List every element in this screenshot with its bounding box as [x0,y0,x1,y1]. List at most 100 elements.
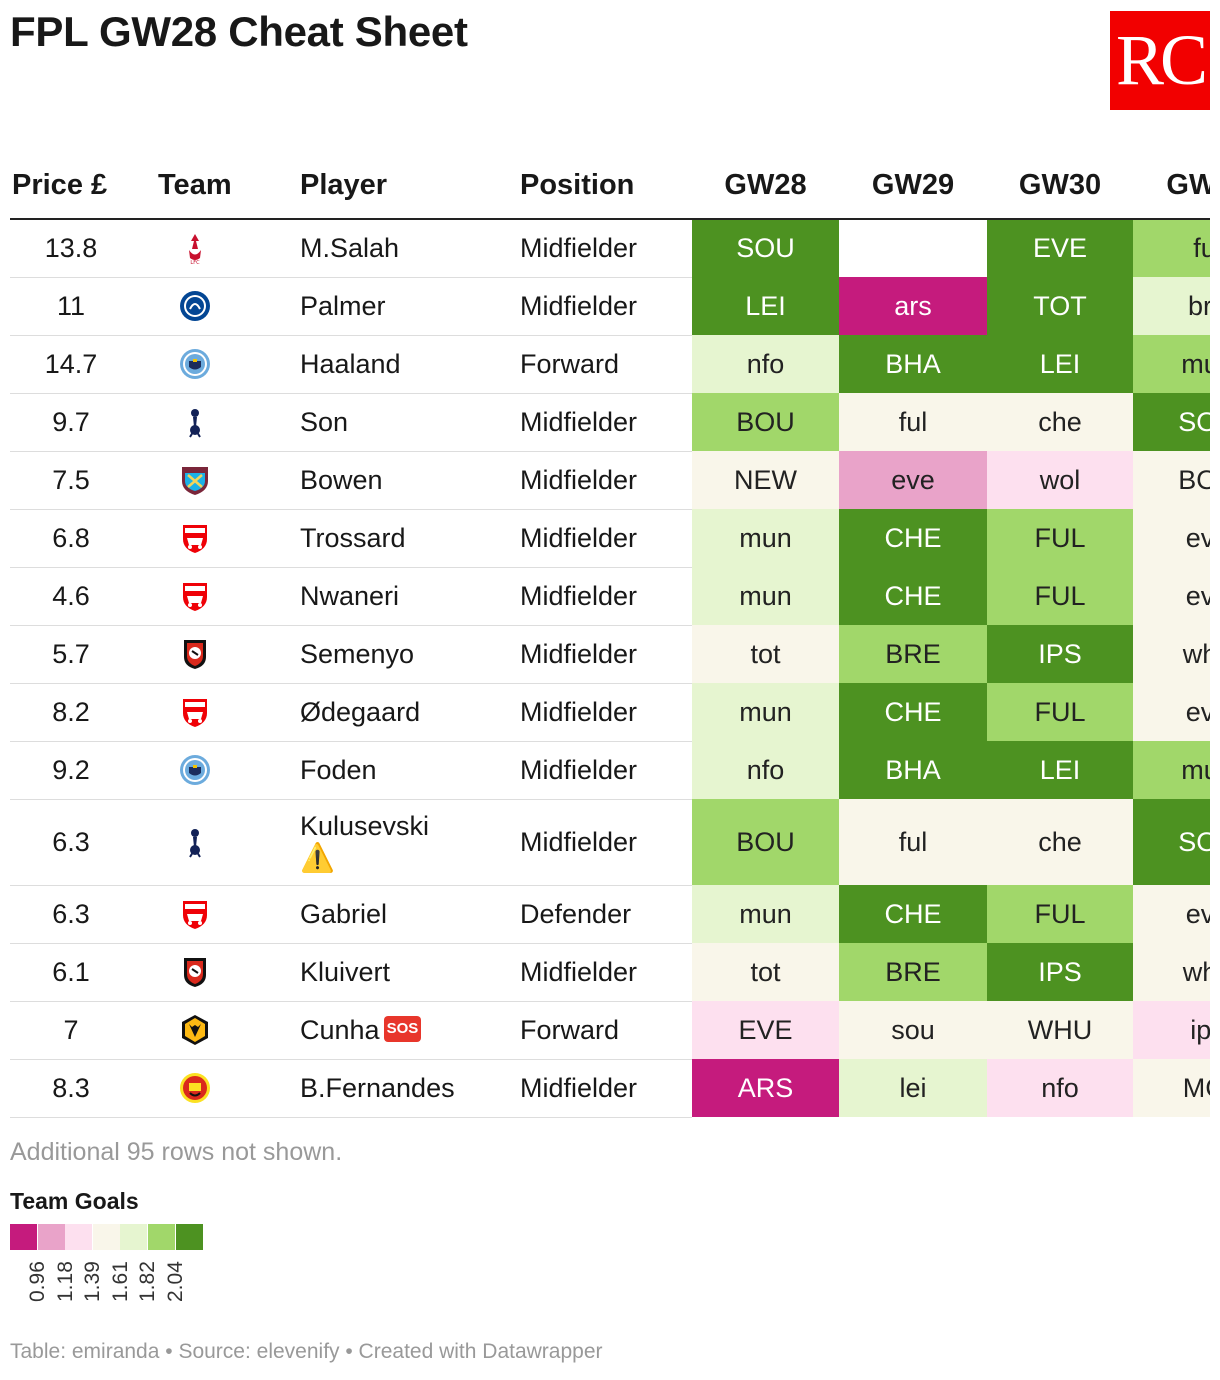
col-header-gw31[interactable]: GW31 [1133,152,1210,220]
player-name: Gabriel [300,898,388,929]
fixture-cell-gw31: eve [1133,509,1210,567]
position-cell: Midfielder [518,219,692,278]
position-cell: Midfielder [518,625,692,684]
position-cell: Midfielder [518,509,692,568]
cheat-sheet-table-wrapper: Price £ Team Player Position GW28 GW29 G… [10,152,1210,1118]
fixture-cell-gw31: eve [1133,885,1210,943]
bournemouth-crest-icon [178,955,212,989]
legend-tick-label: 1.61 [108,1261,132,1302]
fixture-cell-gw31: whu [1133,625,1210,683]
player-cell[interactable]: Nwaneri [298,567,518,626]
price-cell: 8.3 [10,1059,156,1118]
player-cell[interactable]: B.Fernandes [298,1059,518,1118]
fixture-cell-gw28: mun [692,509,839,567]
player-cell[interactable]: Trossard [298,509,518,568]
player-cell[interactable]: Gabriel [298,885,518,944]
player-cell[interactable]: Bowen [298,451,518,510]
position-cell: Midfielder [518,451,692,510]
col-header-player[interactable]: Player [298,152,518,220]
mancity-crest-icon [178,753,212,787]
col-header-gw28[interactable]: GW28 [692,152,839,220]
col-header-position[interactable]: Position [518,152,692,220]
player-cell[interactable]: Kluivert [298,943,518,1002]
position-cell: Forward [518,1001,692,1060]
legend-swatch [92,1224,120,1250]
team-cell [156,683,298,742]
fixture-cell-gw30: IPS [987,943,1133,1001]
position-cell: Midfielder [518,799,692,886]
price-cell: 5.7 [10,625,156,684]
player-name: Trossard [300,522,406,553]
team-cell [156,741,298,800]
player-cell[interactable]: Palmer [298,277,518,336]
mancity-crest-icon [178,347,212,381]
tottenham-crest-icon [178,405,212,439]
fixture-cell-gw28: EVE [692,1001,839,1059]
fixture-cell-gw29: CHE [839,567,987,625]
player-cell[interactable]: Semenyo [298,625,518,684]
player-name: M.Salah [300,232,400,263]
fixture-cell-gw28: nfo [692,335,839,393]
price-cell: 9.2 [10,741,156,800]
player-cell[interactable]: Kulusevski ⚠️ [298,799,518,886]
fixture-cell-gw29: ars [839,277,987,335]
legend-swatch [37,1224,65,1250]
rows-not-shown-note: Additional 95 rows not shown. [10,1138,343,1166]
fixture-cell-gw31: BOU [1133,451,1210,509]
fixture-cell-gw30: che [987,799,1133,885]
fixture-cell-gw30: LEI [987,335,1133,393]
liverpool-crest-icon: LFC [178,231,212,266]
team-cell [156,393,298,452]
team-cell [156,625,298,684]
bournemouth-crest-icon [178,637,212,671]
table-row: 9.2 Foden MidfieldernfoBHALEImun [10,741,1210,800]
fixture-cell-gw30: nfo [987,1059,1133,1117]
fixture-cell-gw29: lei [839,1059,987,1117]
fixture-cell-gw30: IPS [987,625,1133,683]
player-cell[interactable]: Foden [298,741,518,800]
player-name: Kulusevski [300,811,430,841]
team-cell [156,567,298,626]
legend-tick-label: 1.39 [81,1261,105,1302]
fixture-cell-gw28: tot [692,625,839,683]
col-header-gw29[interactable]: GW29 [839,152,987,220]
team-cell [156,885,298,944]
fixture-cell-gw28: mun [692,567,839,625]
team-cell [156,509,298,568]
col-header-price[interactable]: Price £ [10,152,156,220]
legend-tick-label: 1.82 [136,1261,160,1302]
player-cell[interactable]: M.Salah [298,219,518,278]
player-name: Nwaneri [300,580,400,611]
fixture-cell-gw31: SOU [1133,799,1210,885]
legend-tick-label: 0.96 [26,1261,49,1302]
table-row: 6.8 Trossard MidfieldermunCHEFULeve [10,509,1210,568]
player-cell[interactable]: Haaland [298,335,518,394]
col-header-gw30[interactable]: GW30 [987,152,1133,220]
fixture-cell-gw29: sou [839,1001,987,1059]
player-cell[interactable]: Son [298,393,518,452]
fixture-cell-gw31: SOU [1133,393,1210,451]
fixture-cell-gw29 [839,219,987,277]
player-name: Ødegaard [300,696,421,727]
table-row: 11 Palmer MidfielderLEIarsTOTbre [10,277,1210,336]
cheat-sheet-table: Price £ Team Player Position GW28 GW29 G… [10,152,1210,1118]
westham-crest-icon [178,463,212,497]
fixture-cell-gw29: eve [839,451,987,509]
position-cell: Defender [518,885,692,944]
col-header-team[interactable]: Team [156,152,298,220]
fixture-cell-gw28: NEW [692,451,839,509]
price-cell: 13.8 [10,219,156,278]
player-cell[interactable]: Cunha SOS [298,1001,518,1060]
fixture-cell-gw28: BOU [692,393,839,451]
legend-swatch [10,1224,37,1250]
price-cell: 14.7 [10,335,156,394]
fixture-cell-gw29: ful [839,393,987,451]
player-name: Palmer [300,290,386,321]
team-cell [156,1059,298,1118]
legend-swatch [147,1224,175,1250]
team-cell [156,277,298,336]
fixture-cell-gw30: FUL [987,683,1133,741]
player-name: Son [300,406,349,437]
position-cell: Forward [518,335,692,394]
player-cell[interactable]: Ødegaard [298,683,518,742]
